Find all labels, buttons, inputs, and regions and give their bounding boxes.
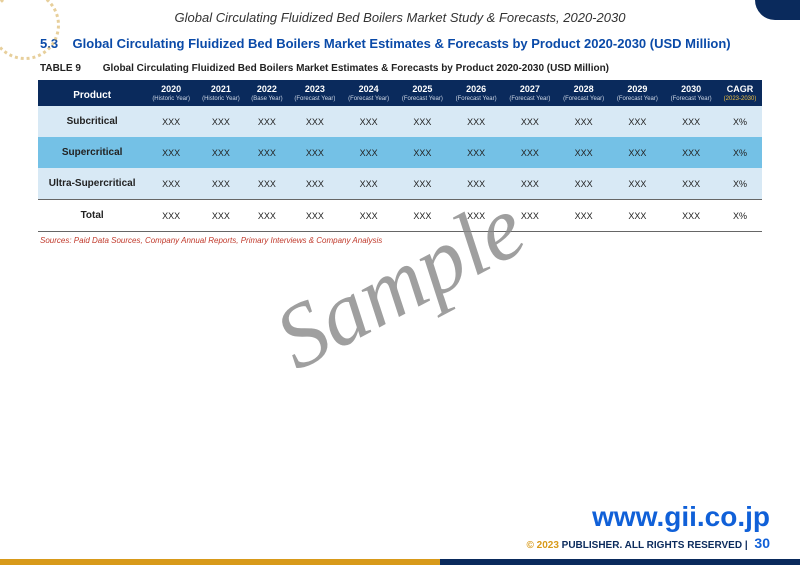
col-year: 2020(Historic Year)	[146, 80, 196, 106]
cell-value: XXX	[196, 106, 246, 137]
copyright-year: © 2023	[526, 540, 558, 551]
section-heading: 5.3 Global Circulating Fluidized Bed Boi…	[0, 31, 800, 63]
cell-value: XXX	[449, 200, 503, 232]
col-year: 2027(Forecast Year)	[503, 80, 557, 106]
row-label: Total	[38, 200, 146, 232]
forecast-table: Product2020(Historic Year)2021(Historic …	[38, 80, 762, 232]
table-sources: Sources: Paid Data Sources, Company Annu…	[0, 232, 800, 245]
cell-value: XXX	[503, 137, 557, 168]
cell-value: XXX	[664, 200, 718, 232]
copyright-text: PUBLISHER. ALL RIGHTS RESERVED |	[559, 540, 751, 551]
cell-value: XXX	[396, 200, 450, 232]
row-label: Ultra-Supercritical	[38, 168, 146, 200]
cell-value: XXX	[396, 137, 450, 168]
cell-cagr: X%	[718, 106, 762, 137]
cell-value: XXX	[503, 200, 557, 232]
cell-value: XXX	[288, 137, 342, 168]
cell-value: XXX	[449, 106, 503, 137]
cell-value: XXX	[611, 168, 665, 200]
cell-value: XXX	[611, 137, 665, 168]
cell-value: XXX	[557, 200, 611, 232]
cell-value: XXX	[246, 137, 288, 168]
col-year: 2030(Forecast Year)	[664, 80, 718, 106]
col-product: Product	[38, 80, 146, 106]
cell-value: XXX	[342, 200, 396, 232]
table-row: TotalXXXXXXXXXXXXXXXXXXXXXXXXXXXXXXXXXX%	[38, 200, 762, 232]
cell-value: XXX	[396, 106, 450, 137]
table-caption-text: Global Circulating Fluidized Bed Boilers…	[103, 63, 609, 74]
cell-value: XXX	[146, 200, 196, 232]
col-year: 2028(Forecast Year)	[557, 80, 611, 106]
table-caption: TABLE 9 Global Circulating Fluidized Bed…	[0, 63, 800, 80]
col-year: 2023(Forecast Year)	[288, 80, 342, 106]
cell-value: XXX	[503, 168, 557, 200]
cell-value: XXX	[557, 137, 611, 168]
col-year: 2024(Forecast Year)	[342, 80, 396, 106]
cell-value: XXX	[449, 137, 503, 168]
cell-value: XXX	[557, 106, 611, 137]
cell-value: XXX	[146, 106, 196, 137]
running-title: Global Circulating Fluidized Bed Boilers…	[0, 0, 800, 31]
cell-value: XXX	[196, 200, 246, 232]
row-label: Supercritical	[38, 137, 146, 168]
table-label: TABLE 9	[40, 63, 100, 74]
page-number: 30	[754, 535, 770, 551]
cell-value: XXX	[288, 106, 342, 137]
col-cagr: CAGR(2023-2030)	[718, 80, 762, 106]
cell-value: XXX	[196, 137, 246, 168]
bottom-stripe	[0, 559, 800, 565]
cell-value: XXX	[246, 168, 288, 200]
cell-value: XXX	[288, 168, 342, 200]
section-title: Global Circulating Fluidized Bed Boilers…	[73, 36, 731, 51]
cell-value: XXX	[146, 137, 196, 168]
cell-value: XXX	[557, 168, 611, 200]
page-footer: www.gii.co.jp © 2023 PUBLISHER. ALL RIGH…	[0, 501, 800, 565]
cell-value: XXX	[246, 200, 288, 232]
row-label: Subcritical	[38, 106, 146, 137]
cell-value: XXX	[503, 106, 557, 137]
cell-value: XXX	[342, 168, 396, 200]
cell-value: XXX	[611, 200, 665, 232]
col-year: 2025(Forecast Year)	[396, 80, 450, 106]
col-year: 2029(Forecast Year)	[611, 80, 665, 106]
cell-value: XXX	[611, 106, 665, 137]
cell-value: XXX	[449, 168, 503, 200]
table-row: SubcriticalXXXXXXXXXXXXXXXXXXXXXXXXXXXXX…	[38, 106, 762, 137]
col-year: 2021(Historic Year)	[196, 80, 246, 106]
cell-value: XXX	[342, 106, 396, 137]
cell-value: XXX	[396, 168, 450, 200]
cell-value: XXX	[664, 106, 718, 137]
cell-cagr: X%	[718, 137, 762, 168]
cell-value: XXX	[196, 168, 246, 200]
cell-value: XXX	[288, 200, 342, 232]
cell-cagr: X%	[718, 200, 762, 232]
cell-value: XXX	[342, 137, 396, 168]
cell-value: XXX	[146, 168, 196, 200]
cell-cagr: X%	[718, 168, 762, 200]
table-row: Ultra-SupercriticalXXXXXXXXXXXXXXXXXXXXX…	[38, 168, 762, 200]
col-year: 2026(Forecast Year)	[449, 80, 503, 106]
footer-copyright: © 2023 PUBLISHER. ALL RIGHTS RESERVED | …	[0, 535, 770, 551]
footer-url: www.gii.co.jp	[0, 501, 770, 533]
col-year: 2022(Base Year)	[246, 80, 288, 106]
cell-value: XXX	[664, 137, 718, 168]
cell-value: XXX	[664, 168, 718, 200]
cell-value: XXX	[246, 106, 288, 137]
table-row: SupercriticalXXXXXXXXXXXXXXXXXXXXXXXXXXX…	[38, 137, 762, 168]
